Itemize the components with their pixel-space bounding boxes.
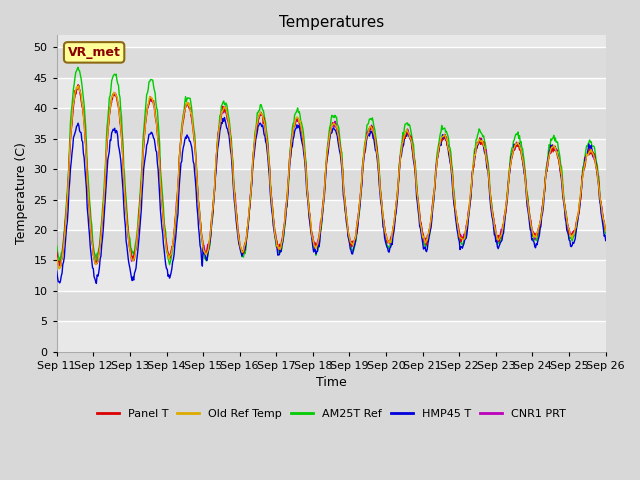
Bar — [57, 48, 605, 78]
Bar — [57, 230, 605, 260]
Bar — [57, 108, 605, 139]
Legend: Panel T, Old Ref Temp, AM25T Ref, HMP45 T, CNR1 PRT: Panel T, Old Ref Temp, AM25T Ref, HMP45 … — [92, 405, 570, 423]
X-axis label: Time: Time — [316, 376, 347, 389]
Bar — [57, 291, 605, 321]
Text: VR_met: VR_met — [68, 46, 120, 59]
Bar — [57, 260, 605, 291]
Bar — [57, 200, 605, 230]
Bar — [57, 78, 605, 108]
Title: Temperatures: Temperatures — [278, 15, 384, 30]
Bar — [57, 139, 605, 169]
Bar — [57, 321, 605, 351]
Y-axis label: Temperature (C): Temperature (C) — [15, 143, 28, 244]
Bar — [57, 169, 605, 200]
